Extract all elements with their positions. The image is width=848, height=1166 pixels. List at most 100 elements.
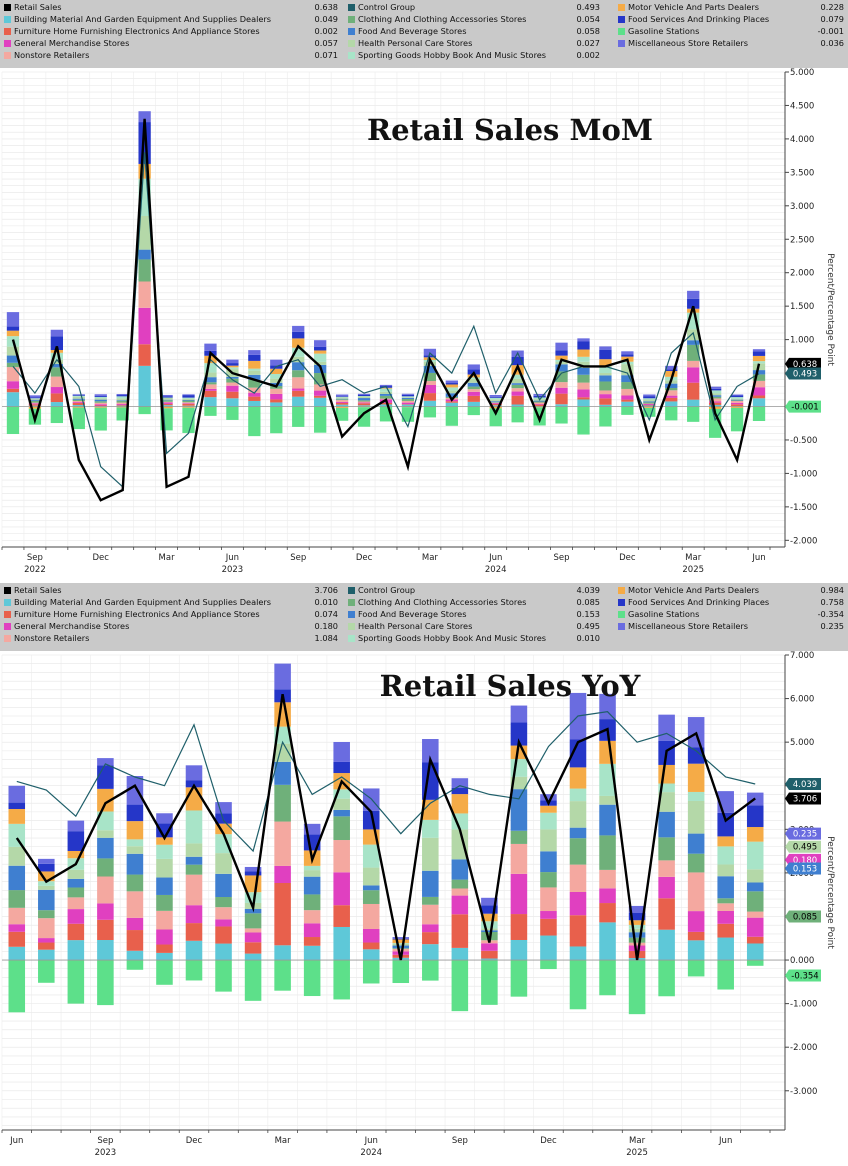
- mom-legend-value: 0.054: [576, 14, 600, 24]
- yoy-legend-swatch: [348, 623, 355, 630]
- mom-bar-segment: [599, 381, 612, 391]
- mom-bar-segment: [204, 384, 217, 389]
- mom-bar-segment: [160, 400, 173, 402]
- mom-bar-segment: [160, 394, 173, 397]
- mom-bar-segment: [50, 329, 64, 337]
- yoy-bar-segment: [687, 747, 705, 764]
- mom-bar-segment: [643, 405, 656, 407]
- yoy-legend-label: Control Group: [358, 585, 416, 595]
- mom-bar-segment: [577, 356, 590, 362]
- yoy-bar-segment: [658, 960, 675, 997]
- mom-bar-segment: [182, 403, 195, 404]
- mom-bar-segment: [6, 355, 20, 363]
- mom-bar-segment: [270, 359, 283, 366]
- yoy-bar-segment: [392, 937, 410, 939]
- yoy-legend-swatch: [618, 599, 625, 606]
- yoy-end-tag-box: [785, 910, 821, 923]
- yoy-bar-segment: [422, 819, 439, 838]
- mom-chart-panel: Retail Sales 0.638 Building Material And G…: [0, 0, 848, 575]
- yoy-y-tick-label: -1.000: [790, 1000, 817, 1010]
- mom-bar-segment: [335, 406, 349, 408]
- mom-bar-segment: [643, 404, 656, 406]
- yoy-y-tick-label: 5.000: [790, 738, 814, 748]
- mom-bar-segment: [752, 398, 766, 407]
- mom-bar-segment: [248, 400, 261, 407]
- mom-x-tick-label: Sep: [27, 553, 43, 563]
- mom-bar-segment: [401, 404, 415, 407]
- yoy-bar-segment: [687, 763, 705, 792]
- yoy-legend-value: 0.010: [576, 633, 600, 643]
- mom-bar-segment: [182, 398, 195, 400]
- yoy-bar-segment: [746, 943, 764, 961]
- yoy-bar-segment: [8, 823, 26, 847]
- mom-bar-segment: [401, 397, 415, 398]
- mom-bar-segment: [687, 290, 700, 299]
- yoy-bar-segment: [38, 910, 55, 919]
- mom-bar-segment: [182, 399, 195, 401]
- yoy-end-tag: 0.153: [785, 862, 821, 875]
- mom-bar-segment: [72, 402, 85, 406]
- yoy-bar-segment: [717, 836, 734, 847]
- mom-bar-segment: [6, 367, 20, 382]
- mom-bar-segment: [226, 376, 239, 379]
- mom-bar-segment: [423, 348, 437, 356]
- mom-bar-segment: [94, 395, 107, 397]
- mom-bar-segment: [621, 351, 634, 355]
- mom-bar-segment: [50, 406, 64, 424]
- yoy-bar-segment: [333, 960, 350, 1000]
- mom-y-tick-label: 2.000: [790, 269, 814, 279]
- yoy-bar-segment: [215, 919, 232, 927]
- yoy-bar-segment: [628, 912, 646, 921]
- mom-legend-swatch: [348, 16, 355, 23]
- mom-bar-segment: [533, 406, 546, 408]
- yoy-bar-segment: [333, 840, 350, 873]
- yoy-legend-label: Sporting Goods Hobby Book And Music Stor…: [358, 633, 547, 643]
- mom-bar-segment: [28, 403, 42, 405]
- yoy-bar-segment: [599, 960, 616, 996]
- mom-bar-segment: [248, 350, 261, 355]
- yoy-bar-segment: [481, 897, 498, 906]
- yoy-bar-segment: [422, 870, 439, 897]
- yoy-bar-segment: [38, 938, 55, 943]
- yoy-bar-segment: [569, 827, 587, 839]
- yoy-bar-segment: [628, 924, 646, 929]
- yoy-bar-segment: [274, 784, 291, 822]
- mom-legend-label: Motor Vehicle And Parts Dealers: [628, 2, 760, 12]
- mom-x-tick-label: Jun: [225, 553, 239, 563]
- yoy-bar-segment: [362, 890, 380, 904]
- mom-legend-label: Sporting Goods Hobby Book And Music Stor…: [358, 50, 547, 60]
- yoy-bar-segment: [687, 911, 705, 932]
- mom-bar-segment: [28, 399, 42, 401]
- mom-x-tick-label: Sep: [290, 553, 306, 563]
- yoy-bar-segment: [126, 874, 144, 892]
- mom-bar-segment: [204, 390, 217, 398]
- yoy-bar-segment: [156, 894, 173, 911]
- mom-bar-segment: [50, 336, 64, 351]
- mom-bar-segment: [270, 373, 283, 379]
- mom-legend-label: General Merchandise Stores: [14, 38, 130, 48]
- mom-bar-segment: [226, 359, 239, 364]
- mom-bar-segment: [204, 372, 217, 378]
- yoy-bar-segment: [540, 805, 557, 813]
- yoy-bar-segment: [8, 960, 26, 1013]
- yoy-bar-segment: [97, 940, 114, 961]
- mom-legend-swatch: [4, 52, 11, 59]
- mom-bar-segment: [687, 340, 700, 345]
- mom-bar-segment: [423, 406, 437, 418]
- mom-bar-segment: [599, 404, 612, 407]
- yoy-bar-segment: [540, 918, 557, 936]
- mom-bar-segment: [489, 396, 502, 398]
- yoy-bar-segment: [67, 850, 85, 859]
- yoy-bar-segment: [451, 888, 469, 896]
- yoy-legend-swatch: [618, 611, 625, 618]
- mom-bar-segment: [314, 395, 327, 398]
- mom-bar-segment: [643, 403, 656, 405]
- yoy-bar-segment: [185, 874, 203, 906]
- mom-chart-svg: 5.000 4.500 4.000 3.500 3.000 2.500 2.000 1.500…: [1, 68, 835, 575]
- mom-bar-segment: [467, 389, 480, 392]
- yoy-bar-segment: [274, 960, 291, 991]
- mom-bar-segment: [730, 404, 744, 407]
- mom-bar-segment: [445, 390, 458, 394]
- mom-bar-segment: [314, 346, 327, 351]
- yoy-bar-segment: [303, 870, 321, 877]
